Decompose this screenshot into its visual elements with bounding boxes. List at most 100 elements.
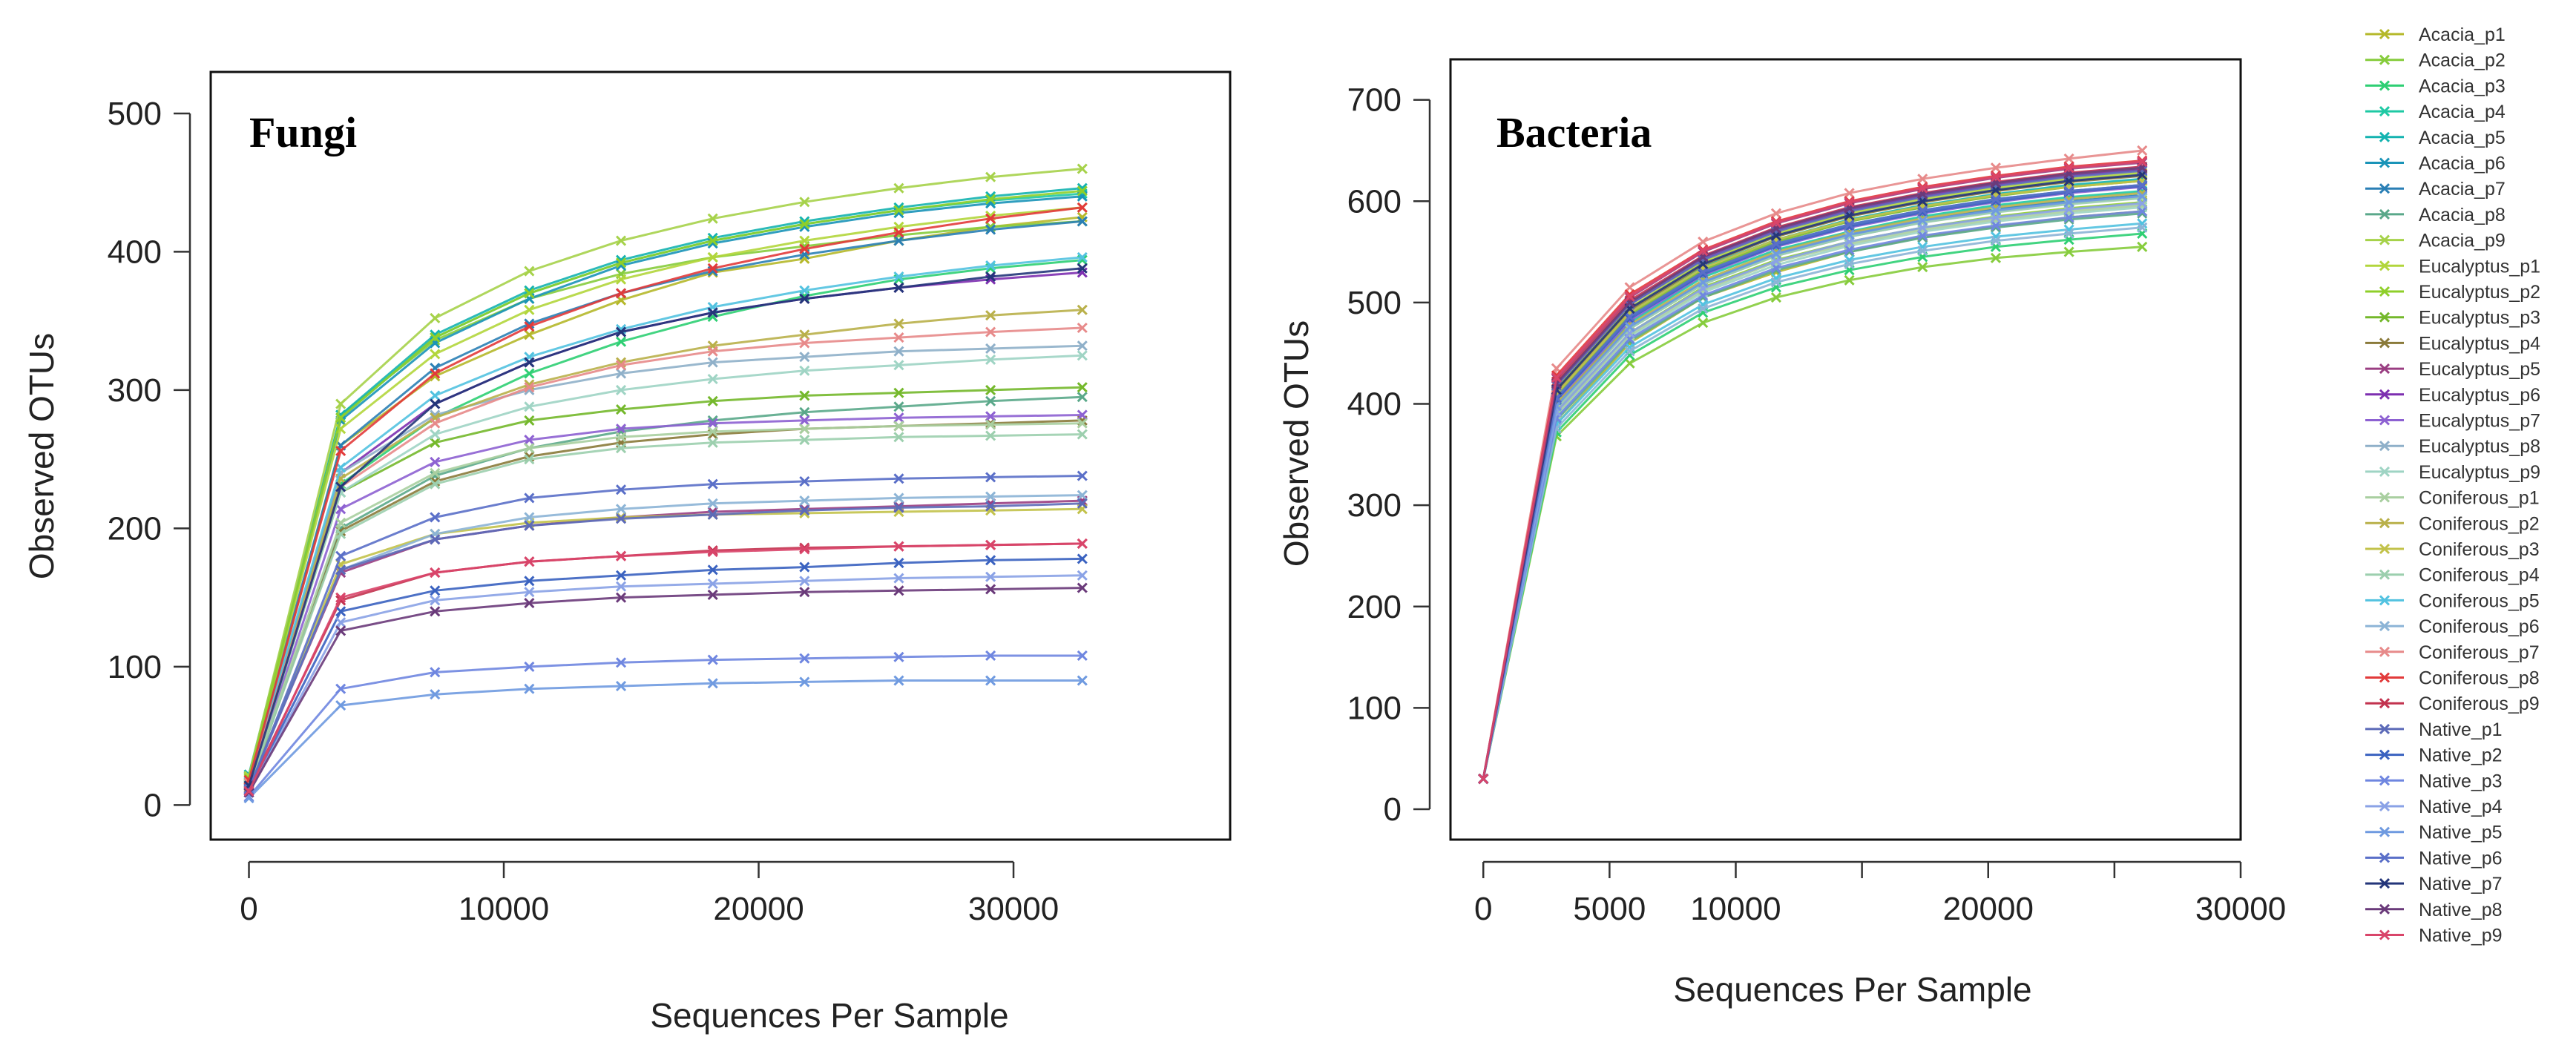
series-line-Native_p5 — [1482, 194, 2143, 780]
data-point-Native_p3 — [524, 661, 535, 672]
data-point-Eucalyptus_p9 — [1077, 350, 1088, 361]
data-point-Native_p8 — [985, 584, 996, 595]
series-line-Native_p6 — [248, 475, 1082, 791]
legend-label: Native_p2 — [2419, 745, 2503, 766]
data-point-Eucalyptus_p7 — [524, 434, 535, 446]
legend-label: Native_p4 — [2419, 797, 2503, 817]
data-point-Native_p3 — [2063, 212, 2074, 223]
data-point-Native_p6 — [1698, 266, 1709, 277]
data-point-Native_p5 — [799, 676, 810, 688]
data-point-Coniferous_p1 — [430, 467, 441, 478]
legend-marker — [2379, 929, 2391, 940]
data-point-Coniferous_p4 — [430, 478, 441, 490]
legend-marker — [2379, 54, 2391, 65]
series-line-Coniferous_p4 — [1482, 197, 2143, 780]
legend: Acacia_p1 Acacia_p2 Acacia_p3 Acacia_p4 Acac… — [2365, 24, 2540, 946]
legend-marker — [2379, 157, 2391, 168]
bacteria-x-tick-label: 20000 — [1943, 891, 2034, 927]
data-point-Coniferous_p2 — [985, 310, 996, 321]
data-point-Native_p8 — [707, 589, 718, 600]
data-point-Coniferous_p8 — [615, 288, 627, 299]
series-line-Native_p4 — [1482, 202, 2143, 780]
series-line-Native_p5 — [248, 679, 1082, 800]
bacteria-panel: Sequences Per Sample Observed OTUs 0 5000… — [1277, 58, 2286, 1009]
data-point-Acacia_p2 — [1917, 262, 1928, 273]
data-point-Native_p5 — [524, 683, 535, 694]
data-point-Eucalyptus_p2 — [524, 288, 535, 299]
series-line-Eucalyptus_p2 — [248, 189, 1082, 780]
data-point-Coniferous_p6 — [1077, 490, 1088, 501]
data-point-Native_p8 — [893, 585, 904, 596]
data-point-Native_p7 — [1077, 263, 1088, 274]
legend-label: Coniferous_p2 — [2419, 513, 2540, 534]
data-point-Native_p6 — [1770, 238, 1781, 249]
data-point-Native_p2 — [985, 555, 996, 566]
fungi-x-tick-label: 20000 — [713, 891, 804, 927]
data-point-Eucalyptus_p9 — [799, 365, 810, 376]
legend-item-Acacia_p5: Acacia_p5 — [2365, 128, 2506, 148]
data-point-Native_p9 — [893, 541, 904, 552]
data-point-Eucalyptus_p7 — [430, 456, 441, 467]
legend-item-Coniferous_p3: Coniferous_p3 — [2365, 539, 2540, 560]
legend-item-Coniferous_p1: Coniferous_p1 — [2365, 488, 2540, 509]
data-point-Native_p9 — [1698, 246, 1709, 257]
data-point-Eucalyptus_p7 — [615, 424, 627, 435]
fungi-y-tick-label: 500 — [108, 96, 162, 132]
data-point-Coniferous_p4 — [893, 432, 904, 443]
legend-marker — [2379, 595, 2391, 606]
legend-marker — [2379, 903, 2391, 915]
data-point-Native_p3 — [985, 650, 996, 662]
data-point-Acacia_p7 — [985, 224, 996, 235]
data-point-Acacia_p8 — [1077, 392, 1088, 403]
legend-item-Eucalyptus_p4: Eucalyptus_p4 — [2365, 333, 2540, 354]
data-point-Native_p9 — [615, 550, 627, 561]
bacteria-x-axis-title: Sequences Per Sample — [1673, 970, 2031, 1009]
data-point-Eucalyptus_p8 — [985, 343, 996, 355]
fungi-y-tick-label: 0 — [144, 787, 162, 823]
data-point-Native_p5 — [1990, 205, 2002, 216]
data-point-Eucalyptus_p2 — [707, 235, 718, 246]
data-point-Native_p9 — [2063, 162, 2074, 174]
data-point-Native_p6 — [524, 492, 535, 504]
series-line-Coniferous_p7 — [248, 326, 1082, 783]
data-point-Native_p5 — [1077, 675, 1088, 686]
legend-item-Eucalyptus_p2: Eucalyptus_p2 — [2365, 282, 2540, 303]
legend-item-Eucalyptus_p8: Eucalyptus_p8 — [2365, 436, 2540, 457]
legend-label: Native_p1 — [2419, 719, 2503, 740]
series-line-Coniferous_p3 — [1482, 179, 2143, 780]
series-line-Native_p8 — [1482, 166, 2143, 780]
data-point-Native_p6 — [335, 550, 346, 561]
series-line-Eucalyptus_p3 — [1482, 179, 2143, 780]
legend-label: Eucalyptus_p8 — [2419, 436, 2540, 457]
series-line-Eucalyptus_p8 — [1482, 196, 2143, 780]
series-line-Acacia_p7 — [1482, 194, 2143, 780]
legend-item-Coniferous_p9: Coniferous_p9 — [2365, 693, 2540, 714]
data-point-Native_p9 — [985, 539, 996, 550]
data-point-Native_p8 — [1077, 582, 1088, 593]
data-point-Native_p1 — [430, 534, 441, 545]
bacteria-plot-frame — [1449, 58, 2242, 841]
legend-marker — [2379, 878, 2391, 889]
data-point-Eucalyptus_p1 — [799, 235, 810, 246]
data-point-Acacia_p7 — [524, 318, 535, 329]
legend-marker — [2379, 723, 2391, 734]
data-point-Coniferous_p6 — [615, 504, 627, 515]
legend-label: Acacia_p8 — [2419, 205, 2506, 225]
legend-label: Eucalyptus_p7 — [2419, 411, 2540, 432]
data-point-Native_p8 — [615, 592, 627, 603]
data-point-Native_p1 — [615, 513, 627, 524]
series-line-Acacia_p1 — [248, 216, 1082, 785]
data-point-Eucalyptus_p7 — [893, 412, 904, 424]
series-line-Native_p1 — [248, 502, 1082, 789]
series-line-Native_p6 — [1482, 183, 2143, 780]
fungi-series-group — [243, 163, 1088, 804]
data-point-Coniferous_p1 — [524, 443, 535, 454]
data-point-Native_p1 — [1077, 498, 1088, 509]
data-point-Native_p1 — [524, 520, 535, 531]
data-point-Native_p5 — [430, 689, 441, 700]
legend-label: Native_p6 — [2419, 848, 2503, 869]
data-point-Eucalyptus_p3 — [893, 387, 904, 398]
legend-label: Native_p5 — [2419, 823, 2503, 843]
data-point-Coniferous_p6 — [1990, 235, 2002, 246]
data-point-Acacia_p1 — [524, 329, 535, 340]
